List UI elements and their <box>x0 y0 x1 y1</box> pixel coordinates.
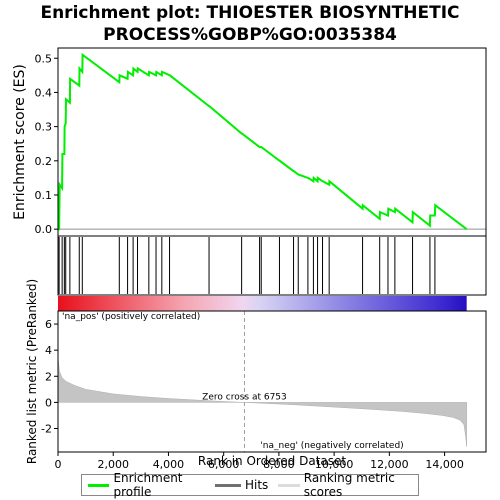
x-tick-label: 6,000 <box>208 458 240 471</box>
legend-item-ranking-metric: Ranking metric scores <box>278 471 414 499</box>
es-y-tick-label: 0.2 <box>35 155 53 168</box>
legend-item-hits: Hits <box>214 478 269 492</box>
chart-title: Enrichment plot: THIOESTER BIOSYNTHETIC … <box>0 2 500 46</box>
chart-title-line1: Enrichment plot: THIOESTER BIOSYNTHETIC <box>40 3 460 23</box>
es-y-axis-label: Enrichment score (ES) <box>12 64 28 220</box>
ranking-metric-area <box>57 356 467 447</box>
neg-correlated-label: 'na_neg' (negatively correlated) <box>260 441 403 451</box>
legend-swatch-enrichment-profile <box>88 483 110 487</box>
x-tick-label: 14,000 <box>425 458 464 471</box>
hits-panel <box>57 235 487 296</box>
pos-correlated-label: 'na_pos' (positively correlated) <box>62 312 200 322</box>
legend-label-hits: Hits <box>244 478 269 492</box>
legend: Enrichment profile Hits Ranking metric s… <box>81 471 419 499</box>
x-tick-label: 4,000 <box>153 458 185 471</box>
rank-plot-area <box>58 311 486 452</box>
rank-plot-border <box>57 310 487 453</box>
x-tick-label: 0 <box>55 458 62 471</box>
es-y-tick-label: 0.3 <box>35 121 53 134</box>
legend-label-enrichment-profile: Enrichment profile <box>113 471 183 499</box>
rank-y-tick-label: 6 <box>45 318 52 331</box>
es-y-tick-label: 0.4 <box>35 86 53 99</box>
rank-y-tick-label: 4 <box>45 344 52 357</box>
enrichment-profile-line <box>58 52 468 231</box>
es-y-tick-label: 0.5 <box>35 52 53 65</box>
x-axis-label: Rank in Ordered Dataset <box>198 454 346 468</box>
legend-label-ranking-metric: Ranking metric scores <box>303 471 395 499</box>
es-y-tick-label: 0.1 <box>35 189 53 202</box>
rank-y-tick-label: 0 <box>45 396 52 409</box>
x-tick-label: 2,000 <box>97 458 129 471</box>
rank-heatmap-bar <box>58 296 467 311</box>
x-tick-label: 12,000 <box>370 458 409 471</box>
legend-swatch-hits <box>214 483 241 487</box>
rank-y-axis-label: Ranked list metric (PreRanked) <box>25 279 39 464</box>
zero-cross-label: Zero cross at 6753 <box>202 393 287 403</box>
legend-swatch-ranking-metric <box>278 483 300 487</box>
x-tick-label: 8,000 <box>263 458 295 471</box>
rank-y-tick-label: -2 <box>41 423 52 436</box>
chart-title-line2: PROCESS%GOBP%GO:0035384 <box>103 25 397 45</box>
x-tick-label: 10,000 <box>315 458 354 471</box>
legend-item-enrichment-profile: Enrichment profile <box>88 471 205 499</box>
es-y-tick-label: 0.0 <box>35 223 53 236</box>
rank-y-tick-label: 2 <box>45 370 52 383</box>
es-plot-area <box>58 48 486 236</box>
